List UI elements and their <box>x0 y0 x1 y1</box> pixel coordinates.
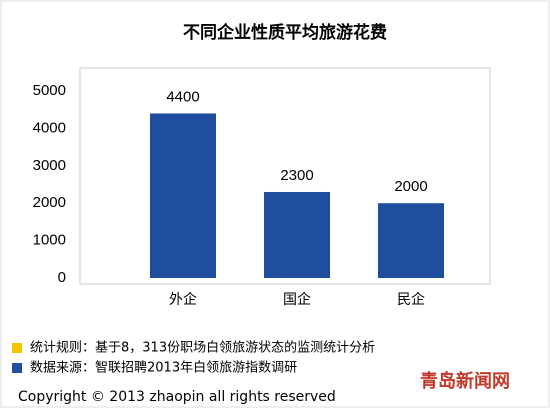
y-tick-label: 4000 <box>33 119 66 136</box>
x-tick-label: 国企 <box>283 291 311 308</box>
bar <box>264 191 330 278</box>
bar <box>378 203 444 278</box>
legend-swatch <box>12 343 22 353</box>
y-tick-label: 0 <box>58 269 66 286</box>
footer: Copyright © 2013 zhaopin all rights rese… <box>18 389 336 405</box>
y-tick-label: 5000 <box>33 82 66 99</box>
data-label: 2000 <box>394 178 427 195</box>
bar <box>150 113 216 278</box>
legend-swatch <box>12 363 22 373</box>
data-label: 2300 <box>280 167 313 184</box>
watermark: 青岛新闻网 <box>420 370 510 392</box>
x-tick-label: 外企 <box>169 291 197 308</box>
x-tick-label: 民企 <box>397 291 425 308</box>
note: 统计规则：基于8，313份职场白领旅游状态的监测统计分析 <box>30 340 375 356</box>
chart-title: 不同企业性质平均旅游花费 <box>183 22 387 43</box>
note: 数据来源：智联招聘2013年白领旅游指数调研 <box>30 360 297 376</box>
plot-frame <box>79 67 491 285</box>
data-label: 4400 <box>166 88 199 105</box>
y-tick-label: 1000 <box>33 232 66 249</box>
y-tick-label: 3000 <box>33 157 66 174</box>
y-tick-label: 2000 <box>33 194 66 211</box>
